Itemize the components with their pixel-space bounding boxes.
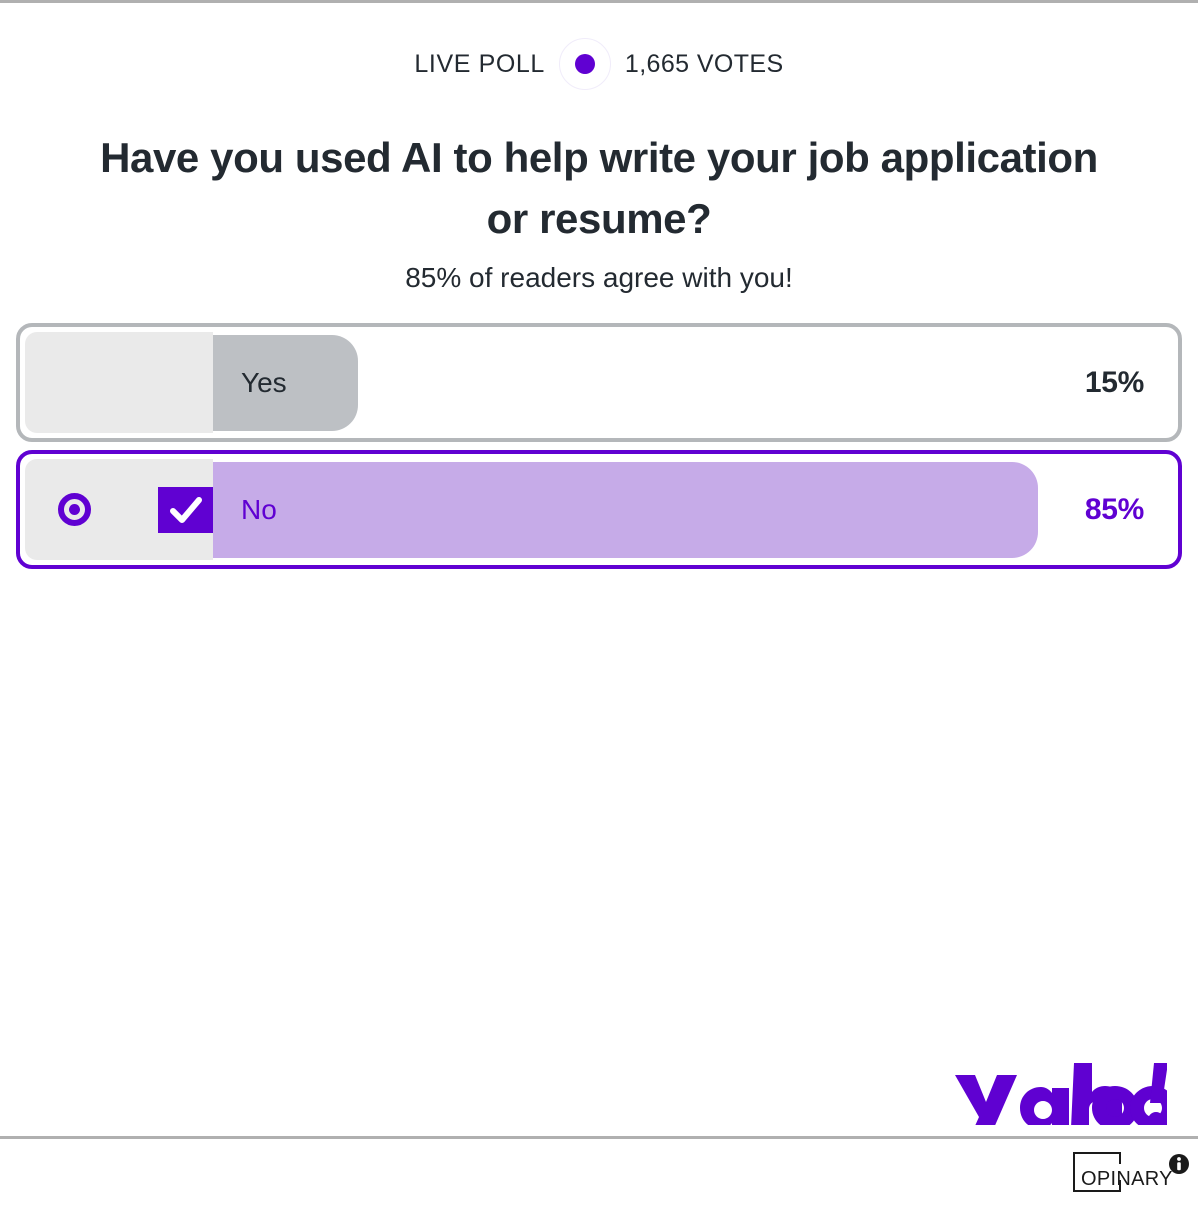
option-no-bar-area: No 85% — [213, 459, 1173, 560]
option-yes-bar-fill — [213, 334, 358, 431]
opinary-box-outline — [1073, 1152, 1121, 1192]
live-indicator-dot-icon — [558, 38, 611, 90]
bottom-divider — [0, 1136, 1198, 1139]
opinary-logo[interactable]: OPINARY — [1073, 1152, 1172, 1194]
option-yes-bar-area: Yes 15% — [213, 332, 1173, 433]
option-yes-left-panel[interactable] — [25, 332, 213, 433]
poll-subtitle: 85% of readers agree with you! — [405, 262, 793, 293]
option-no-radio-slot[interactable] — [25, 459, 158, 560]
option-no-percent: 85% — [1084, 492, 1144, 526]
option-no-bar-fill — [213, 461, 1038, 558]
poll-question: Have you used AI to help write your job … — [100, 134, 1098, 242]
option-no-bar-track — [213, 459, 1173, 560]
poll-option-yes[interactable]: Yes 15% — [16, 323, 1182, 442]
live-dot-core — [574, 54, 595, 74]
vote-count-label: 1,665 VOTES — [624, 49, 784, 78]
radio-selected-icon[interactable] — [58, 493, 91, 526]
opinary-wordmark: OPINARY — [1081, 1168, 1173, 1190]
check-icon — [158, 486, 213, 533]
option-yes-bar-track — [213, 332, 1173, 433]
poll-options: Yes 15% No 85% — [16, 323, 1182, 569]
top-divider — [0, 0, 1198, 3]
poll-header: LIVE POLL 1,665 VOTES — [0, 38, 1198, 90]
poll-option-no[interactable]: No 85% — [16, 450, 1182, 569]
radio-inner-dot — [69, 504, 80, 515]
option-yes-label: Yes — [241, 366, 287, 398]
info-icon[interactable] — [1169, 1154, 1189, 1174]
live-poll-label: LIVE POLL — [414, 49, 545, 78]
yahoo-logo[interactable] — [955, 1063, 1167, 1125]
option-no-left-panel[interactable] — [25, 459, 213, 560]
option-yes-radio-slot[interactable] — [25, 332, 158, 433]
opinary-attribution[interactable]: OPINARY — [1073, 1152, 1189, 1194]
option-yes-percent: 15% — [1084, 365, 1144, 399]
option-no-label: No — [241, 493, 277, 525]
